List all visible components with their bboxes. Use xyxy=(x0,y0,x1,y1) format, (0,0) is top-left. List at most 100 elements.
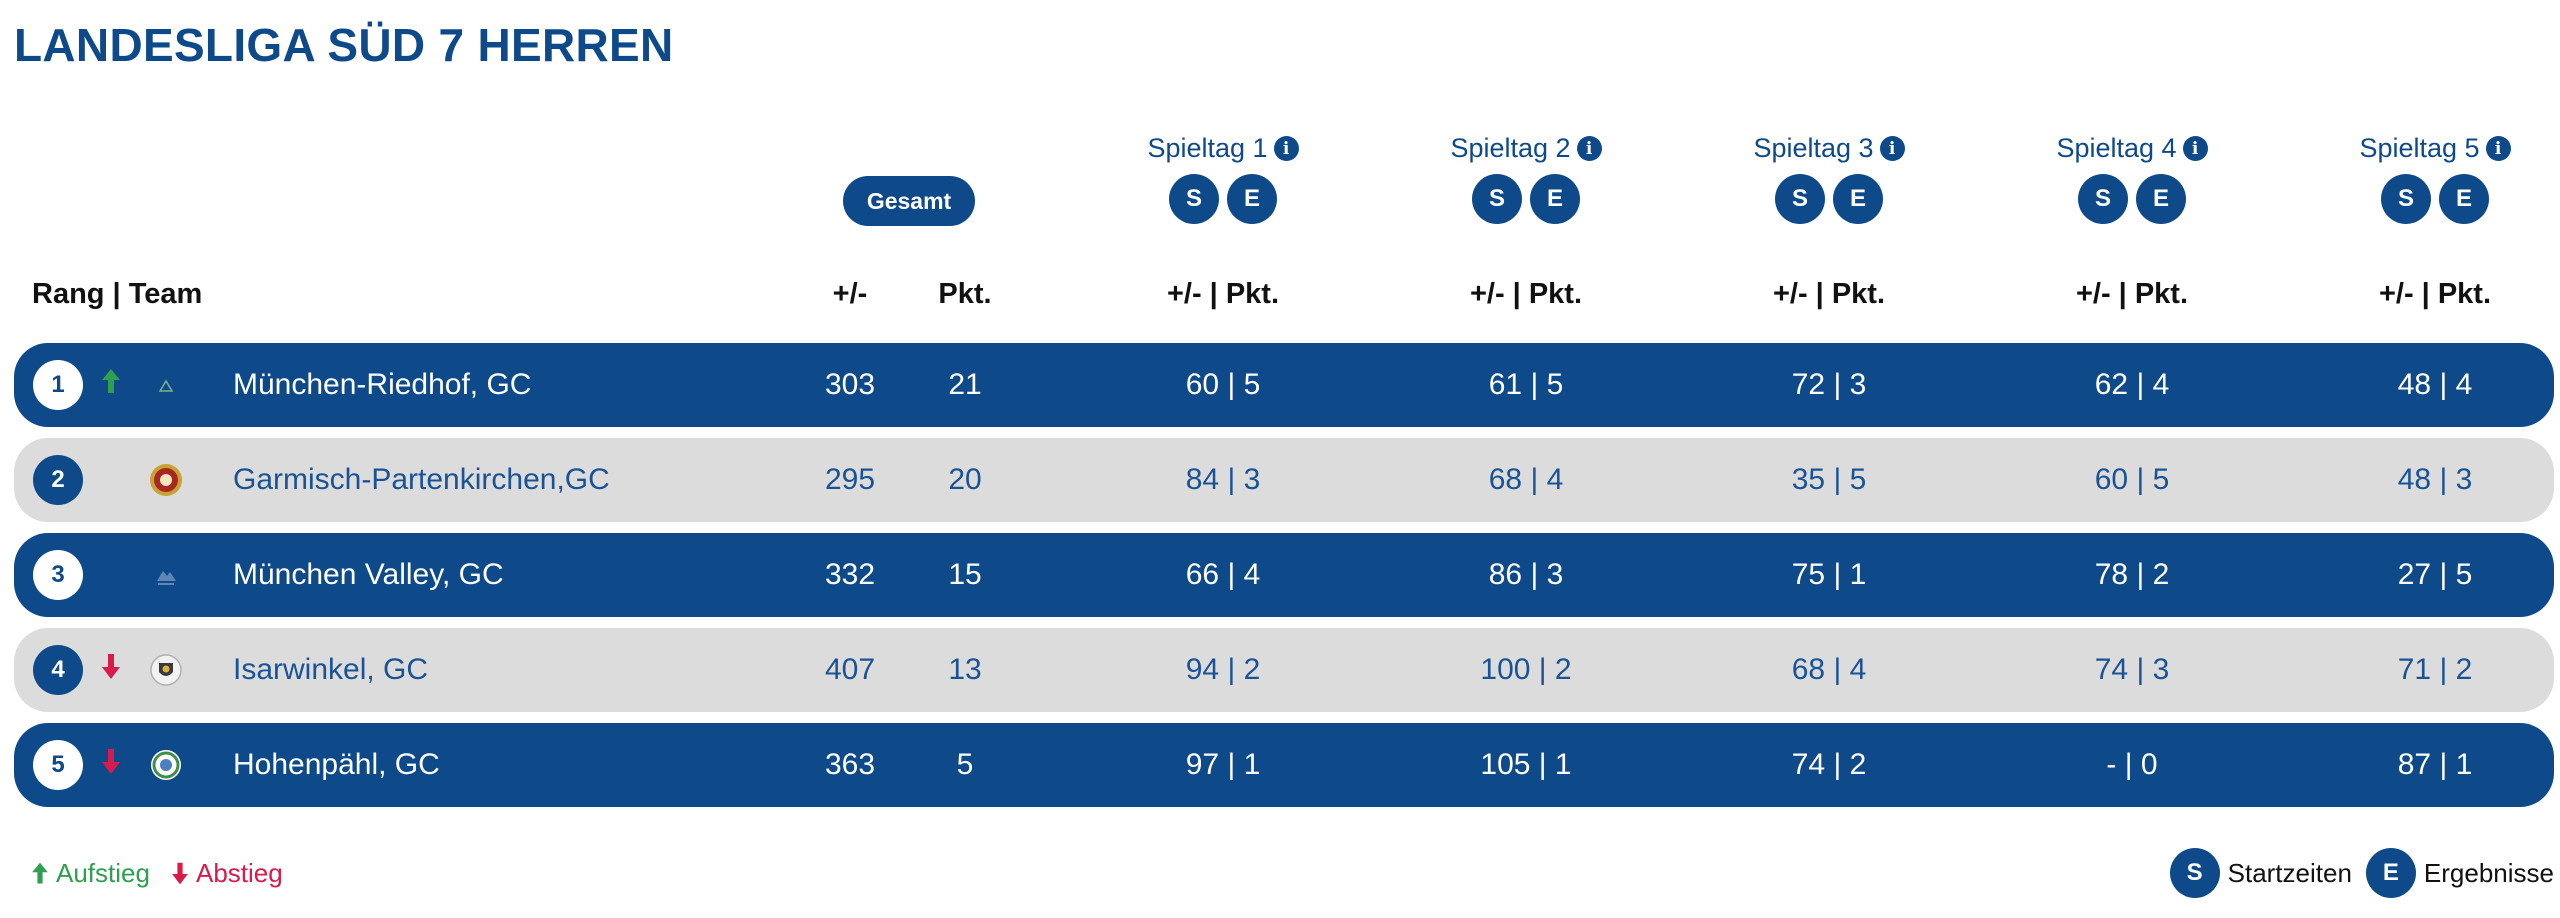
arrow-down-icon xyxy=(102,749,120,774)
spieltag-label: Spieltag 1 xyxy=(1147,133,1268,163)
legend-aufstieg-label: Aufstieg xyxy=(56,858,150,888)
legend-abstieg-label: Abstieg xyxy=(196,858,283,888)
spieltag-1-result: 94 | 2 xyxy=(1185,653,1261,686)
spieltag-5-result: 71 | 2 xyxy=(2397,653,2473,686)
team-name[interactable]: Isarwinkel, GC xyxy=(233,653,429,686)
table-row[interactable]: 3 München Valley, GC 332 15 66 | 4 86 | … xyxy=(14,533,2554,617)
club-logo xyxy=(150,654,182,686)
total-diff: 407 xyxy=(824,653,876,686)
club-logo xyxy=(158,379,174,392)
spieltag-5-result: 27 | 5 xyxy=(2397,558,2473,591)
spieltag-5-result: 87 | 1 xyxy=(2397,748,2473,781)
team-name[interactable]: München-Riedhof, GC xyxy=(233,368,532,401)
total-points: 21 xyxy=(948,368,982,401)
ergebnisse-button[interactable]: E xyxy=(1227,174,1277,224)
spieltag-3-result: 72 | 3 xyxy=(1791,368,1867,401)
startzeiten-button[interactable]: S xyxy=(1775,174,1825,224)
spieltag-5-result: 48 | 4 xyxy=(2397,368,2473,401)
total-points: 13 xyxy=(948,653,982,686)
total-diff: 295 xyxy=(824,463,876,496)
spieltag-4-result: 78 | 2 xyxy=(2094,558,2170,591)
rank-badge: 3 xyxy=(33,550,83,600)
ergebnisse-button[interactable]: E xyxy=(2136,174,2186,224)
page-title: LANDESLIGA SÜD 7 HERREN xyxy=(14,19,674,71)
spieltag-1-result: 97 | 1 xyxy=(1185,748,1261,781)
team-name[interactable]: Hohenpähl, GC xyxy=(233,748,440,781)
startzeiten-button[interactable]: S xyxy=(1472,174,1522,224)
spieltag-2-result: 61 | 5 xyxy=(1488,368,1564,401)
info-icon[interactable]: i xyxy=(1273,136,1299,161)
spieltag-1-result: 60 | 5 xyxy=(1185,368,1261,401)
spieltag-4-result: 74 | 3 xyxy=(2094,653,2170,686)
club-logo xyxy=(150,464,182,496)
header-spieltag-5: +/- | Pkt. xyxy=(2378,278,2492,310)
spieltag-2-result: 100 | 2 xyxy=(1480,653,1572,686)
arrow-up-icon xyxy=(32,862,48,884)
spieltag-label: Spieltag 2 xyxy=(1450,133,1571,163)
header-diff: +/- xyxy=(832,278,868,310)
legend-s-badge: S xyxy=(2169,848,2220,898)
info-icon[interactable]: i xyxy=(2485,136,2511,161)
header-spieltag-1: +/- | Pkt. xyxy=(1166,278,1280,310)
arrow-up-icon xyxy=(102,369,120,393)
team-name[interactable]: Garmisch-Partenkirchen,GC xyxy=(233,463,610,496)
spieltag-1-result: 84 | 3 xyxy=(1185,463,1261,496)
spieltag-2-result: 86 | 3 xyxy=(1488,558,1564,591)
total-points: 5 xyxy=(956,748,974,781)
spieltag-4-result: 60 | 5 xyxy=(2094,463,2170,496)
table-row[interactable]: 4 Isarwinkel, GC 407 13 94 | 2 100 | 2 6… xyxy=(14,628,2554,712)
header-spieltag-2: +/- | Pkt. xyxy=(1469,278,1583,310)
spieltag-label: Spieltag 4 xyxy=(2056,133,2177,163)
legend-abstieg: Abstieg xyxy=(170,858,283,889)
info-icon[interactable]: i xyxy=(2182,136,2208,161)
total-diff: 363 xyxy=(824,748,876,781)
spieltag-3-result: 68 | 4 xyxy=(1791,653,1867,686)
arrow-down-icon xyxy=(102,654,120,679)
startzeiten-button[interactable]: S xyxy=(2381,174,2431,224)
startzeiten-button[interactable]: S xyxy=(1169,174,1219,224)
total-diff: 332 xyxy=(824,558,876,591)
spieltag-3-result: 75 | 1 xyxy=(1791,558,1867,591)
total-points: 20 xyxy=(948,463,982,496)
legend-ergebnisse-label: Ergebnisse xyxy=(2423,857,2554,888)
legend-buttons: S Startzeiten E Ergebnisse xyxy=(2169,848,2554,898)
rank-badge: 4 xyxy=(33,645,83,695)
rank-badge: 1 xyxy=(33,360,83,410)
ergebnisse-button[interactable]: E xyxy=(1833,174,1883,224)
rank-badge: 5 xyxy=(33,740,83,790)
legend-aufstieg: Aufstieg xyxy=(30,858,150,889)
club-logo xyxy=(157,571,176,585)
club-logo xyxy=(151,750,181,780)
spieltag-5-result: 48 | 3 xyxy=(2397,463,2473,496)
spieltag-4-result: - | 0 xyxy=(2106,748,2158,781)
rank-badge: 2 xyxy=(33,455,83,505)
info-icon[interactable]: i xyxy=(1576,136,1602,161)
arrow-down-icon xyxy=(172,862,188,884)
spieltag-label: Spieltag 5 xyxy=(2359,133,2480,163)
table-row[interactable]: 2 Garmisch-Partenkirchen,GC 295 20 84 | … xyxy=(14,438,2554,522)
table-row[interactable]: 5 Hohenpähl, GC 363 5 97 | 1 105 | 1 74 … xyxy=(14,723,2554,807)
legend-e-badge: E xyxy=(2365,848,2416,898)
table-row[interactable]: 1 München-Riedhof, GC 303 21 60 | 5 61 |… xyxy=(14,343,2554,427)
spieltag-3-result: 35 | 5 xyxy=(1791,463,1867,496)
spieltag-1-result: 66 | 4 xyxy=(1185,558,1261,591)
spieltag-label: Spieltag 3 xyxy=(1753,133,1874,163)
ergebnisse-button[interactable]: E xyxy=(1530,174,1580,224)
total-diff: 303 xyxy=(824,368,876,401)
team-name[interactable]: München Valley, GC xyxy=(233,558,504,591)
spieltag-3-result: 74 | 2 xyxy=(1791,748,1867,781)
ergebnisse-button[interactable]: E xyxy=(2439,174,2489,224)
header-spieltag-4: +/- | Pkt. xyxy=(2075,278,2189,310)
spieltag-4-result: 62 | 4 xyxy=(2094,368,2170,401)
legend-startzeiten-label: Startzeiten xyxy=(2227,857,2352,888)
header-pkt: Pkt. xyxy=(938,278,992,310)
info-icon[interactable]: i xyxy=(1879,136,1905,161)
startzeiten-button[interactable]: S xyxy=(2078,174,2128,224)
spieltag-2-result: 105 | 1 xyxy=(1480,748,1572,781)
gesamt-button[interactable]: Gesamt xyxy=(843,176,975,226)
